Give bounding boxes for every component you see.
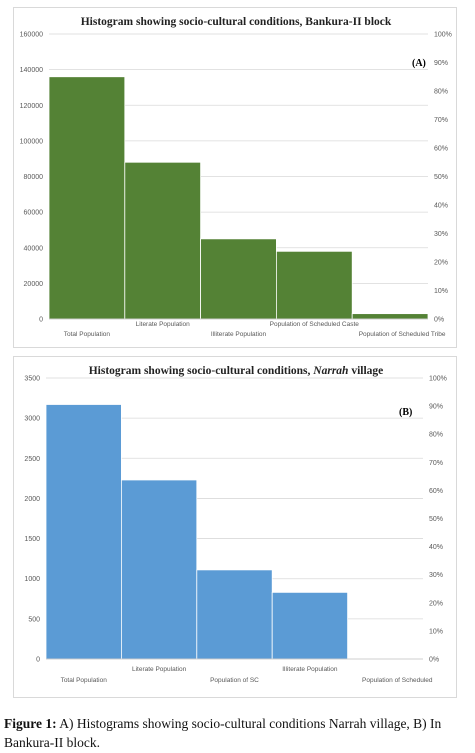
- chart-b-y2-tick: 10%: [429, 628, 443, 635]
- chart-a-y-tick: 0: [39, 317, 43, 324]
- chart-b-x-label: Total Population: [61, 677, 108, 684]
- chart-b-y2-tick: 90%: [429, 404, 443, 411]
- chart-a-y2-tick: 100%: [434, 32, 452, 39]
- chart-b-y-tick: 1000: [24, 576, 40, 583]
- chart-b-x-label: Literate Population: [132, 666, 187, 673]
- chart-panel-b: Histogram showing socio-cultural conditi…: [13, 356, 457, 698]
- chart-b-y-tick: 2000: [24, 496, 40, 503]
- chart-a-y2-tick: 20%: [434, 260, 448, 267]
- chart-a-y2-tick: 60%: [434, 146, 448, 153]
- chart-a-panel-label: (A): [412, 58, 426, 69]
- chart-b-svg: Histogram showing socio-cultural conditi…: [24, 365, 447, 684]
- chart-b-y2-tick: 40%: [429, 544, 443, 551]
- chart-a-y-tick: 100000: [20, 138, 43, 145]
- chart-a-x-label: Population of Scheduled Tribe: [359, 331, 446, 338]
- chart-a-x-label: Literate Population: [136, 321, 191, 328]
- chart-b-y-tick: 2500: [24, 456, 40, 463]
- chart-a-y-tick: 80000: [24, 174, 44, 181]
- chart-b-panel-label: (B): [399, 407, 412, 418]
- chart-a-y2-tick: 10%: [434, 288, 448, 295]
- chart-b-y-tick: 1500: [24, 536, 40, 543]
- chart-a-y2-tick: 70%: [434, 117, 448, 124]
- chart-b-x-label: Illiterate Population: [282, 666, 338, 673]
- caption-text: A) Histograms showing socio-cultural con…: [4, 716, 442, 750]
- chart-b-bar: [271, 591, 349, 660]
- chart-a-y2-tick: 90%: [434, 60, 448, 67]
- chart-b-y2-tick: 0%: [429, 657, 439, 664]
- chart-a-y2-tick: 40%: [434, 203, 448, 210]
- chart-b-title-italic: Narrah: [312, 365, 348, 377]
- chart-b-title: Histogram showing socio-cultural conditi…: [89, 365, 384, 377]
- chart-a-title: Histogram showing socio-cultural conditi…: [81, 16, 392, 28]
- chart-a-bar: [200, 238, 277, 320]
- chart-b-bar: [121, 479, 198, 660]
- chart-b-y2-tick: 20%: [429, 600, 443, 607]
- chart-b-x-label: Population of Scheduled: [362, 677, 433, 684]
- chart-a-y-tick: 160000: [20, 32, 43, 39]
- chart-panel-a: Histogram showing socio-cultural conditi…: [13, 7, 457, 348]
- chart-a-y-tick: 140000: [20, 67, 43, 74]
- chart-a-bar: [275, 250, 353, 320]
- chart-a-x-label: Population of Scheduled Caste: [270, 321, 360, 328]
- chart-a-bar: [351, 313, 429, 320]
- chart-a-svg: Histogram showing socio-cultural conditi…: [20, 16, 452, 338]
- chart-a-y2-tick: 0%: [434, 317, 444, 324]
- chart-b-y2-tick: 70%: [429, 460, 443, 467]
- chart-b-y-tick: 3000: [24, 416, 40, 423]
- chart-b-title-part: Histogram showing socio-cultural conditi…: [89, 365, 314, 377]
- chart-a-y-tick: 40000: [24, 245, 44, 252]
- chart-b-bar: [196, 569, 273, 660]
- chart-b-y2-tick: 50%: [429, 516, 443, 523]
- chart-a-bar: [124, 161, 202, 320]
- chart-b-y-tick: 0: [36, 657, 40, 664]
- chart-b-y2-tick: 30%: [429, 572, 443, 579]
- figure-caption: Figure 1: A) Histograms showing socio-cu…: [4, 714, 472, 752]
- chart-b-y-tick: 500: [28, 616, 40, 623]
- chart-a-y-tick: 60000: [24, 210, 44, 217]
- chart-b-y-tick: 3500: [24, 376, 40, 383]
- chart-b-y2-tick: 60%: [429, 488, 443, 495]
- chart-a-bar: [48, 76, 126, 320]
- chart-b-bar: [45, 404, 122, 660]
- caption-label: Figure 1:: [4, 716, 57, 731]
- chart-a-y2-tick: 30%: [434, 231, 448, 238]
- chart-b-title-end: village: [348, 365, 383, 377]
- chart-a-y2-tick: 80%: [434, 89, 448, 96]
- chart-a-y-tick: 20000: [24, 281, 44, 288]
- chart-b-x-label: Population of SC: [210, 677, 259, 684]
- chart-a-x-label: Illiterate Population: [211, 331, 267, 338]
- chart-b-y2-tick: 80%: [429, 432, 443, 439]
- chart-a-y2-tick: 50%: [434, 174, 448, 181]
- chart-a-x-label: Total Population: [64, 331, 111, 338]
- chart-a-y-tick: 120000: [20, 103, 43, 110]
- chart-b-y2-tick: 100%: [429, 376, 447, 383]
